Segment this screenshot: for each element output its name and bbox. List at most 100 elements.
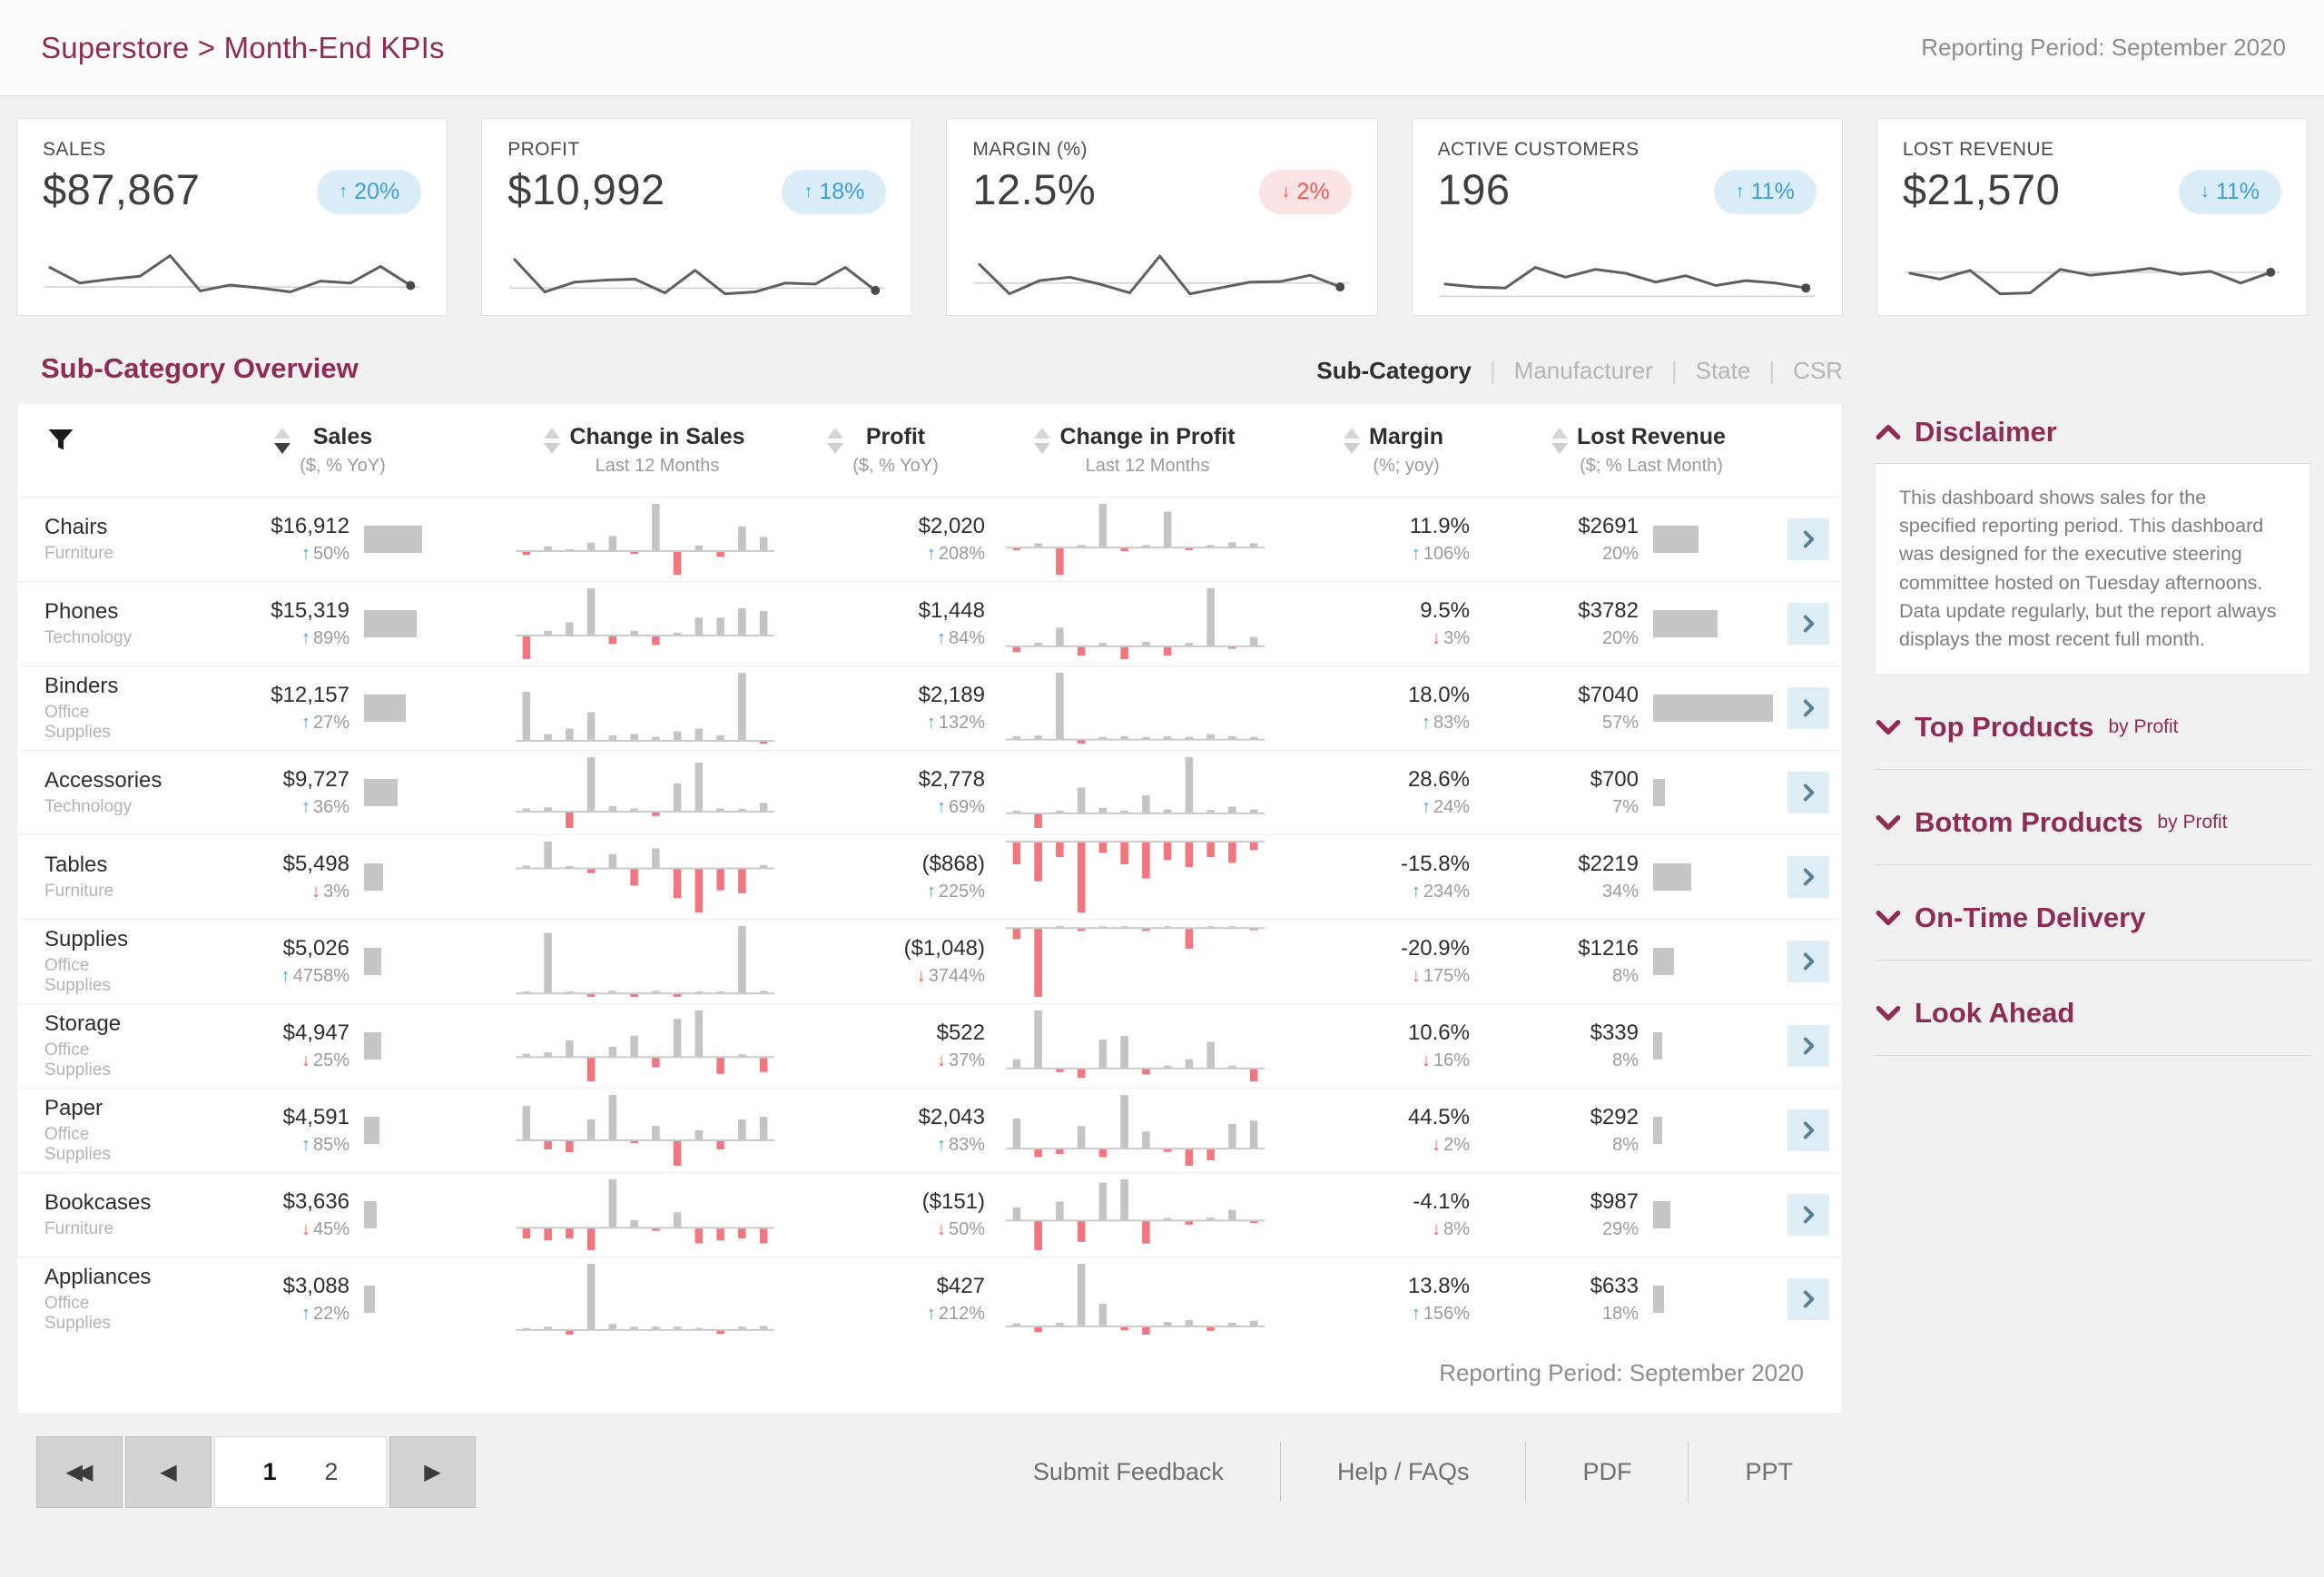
tab-separator: |: [1489, 357, 1496, 384]
chevron-down-icon: [1876, 719, 1901, 735]
profit-yoy-pct: 208%: [938, 544, 985, 564]
footer-link-help-faqs[interactable]: Help / FAQs: [1336, 1457, 1470, 1485]
row-detail-button[interactable]: [1787, 603, 1829, 645]
row-detail-button[interactable]: [1787, 1109, 1829, 1151]
sales-value: $15,319: [271, 598, 350, 623]
category-name: Furniture: [44, 1219, 114, 1238]
kpi-change-value: 20%: [354, 179, 400, 204]
profit-trend-arrow-icon: ↑: [926, 882, 936, 902]
kpi-sparkline: [509, 258, 885, 296]
column-header-margin[interactable]: Margin (%; yoy): [1285, 424, 1502, 497]
chevron-right-icon: [1803, 530, 1815, 548]
footer-link-submit-feedback[interactable]: Submit Feedback: [1032, 1457, 1224, 1485]
kpi-card: SALES $87,867 ↑ 20%: [16, 118, 448, 316]
lost-revenue-pct: 20%: [1601, 544, 1639, 564]
filter-icon[interactable]: [44, 424, 77, 457]
row-detail-button[interactable]: [1787, 941, 1829, 982]
row-detail-button[interactable]: [1787, 1025, 1829, 1067]
tab-state[interactable]: State: [1695, 357, 1751, 384]
profit-change-chart: [1005, 1010, 1265, 1081]
sales-change-chart: [515, 757, 774, 828]
column-header-lost-revenue[interactable]: Lost Revenue ($; % Last Month): [1502, 424, 1775, 497]
row-detail-button[interactable]: [1787, 687, 1829, 729]
tab-manufacturer[interactable]: Manufacturer: [1513, 357, 1653, 384]
sidebar-sections: Top Products by Profit Bottom Products b…: [1875, 675, 2310, 1057]
pagination-first-button[interactable]: ◀◀: [36, 1435, 123, 1508]
sales-yoy-pct: 36%: [312, 797, 350, 817]
kpi-change-value: 11%: [2215, 179, 2260, 204]
margin-yoy-pct: 16%: [1433, 1050, 1470, 1070]
sidebar-section-on-time-delivery[interactable]: On-Time Delivery: [1875, 902, 2310, 934]
column-subtitle: ($; % Last Month): [1580, 456, 1723, 476]
sales-change-chart: [515, 842, 774, 912]
column-subtitle: (%; yoy): [1373, 456, 1440, 476]
pagination-page-1[interactable]: 1: [262, 1457, 277, 1485]
pagination-next-button[interactable]: ▶: [389, 1435, 476, 1508]
tab-csr[interactable]: CSR: [1793, 357, 1843, 384]
column-header-profit[interactable]: Profit ($, % YoY): [781, 424, 985, 497]
tab-sub-category[interactable]: Sub-Category: [1316, 357, 1472, 384]
disclaimer-header[interactable]: Disclaimer: [1875, 416, 2310, 448]
pagination-prev-button[interactable]: ◀: [125, 1435, 212, 1508]
margin-trend-arrow-icon: ↓: [1411, 966, 1421, 986]
subcategory-name: Tables: [44, 853, 108, 877]
lost-revenue-value: $3782: [1578, 598, 1639, 623]
divider: [1875, 463, 2310, 464]
lost-revenue-bar: [1653, 1117, 1662, 1144]
sort-arrows-icon[interactable]: [544, 428, 561, 454]
profit-value: ($1,048): [903, 936, 985, 961]
column-header-sales[interactable]: Sales ($, % YoY): [152, 424, 508, 497]
reporting-period: Reporting Period: September 2020: [1921, 34, 2286, 61]
sidebar-section-top-products[interactable]: Top Products by Profit: [1875, 711, 2310, 744]
sales-trend-arrow-icon: ↑: [300, 628, 310, 648]
category-name: Technology: [44, 797, 133, 816]
table-row: Appliances Office Supplies $3,088 ↑ 22% $…: [17, 1257, 1842, 1341]
row-detail-button[interactable]: [1787, 518, 1829, 560]
sort-arrows-icon[interactable]: [1344, 428, 1361, 454]
prev-page-icon: ◀: [160, 1459, 177, 1484]
sales-yoy-pct: 3%: [323, 882, 350, 902]
margin-value: -4.1%: [1413, 1189, 1470, 1214]
kpi-change-value: 18%: [819, 179, 865, 204]
row-detail-button[interactable]: [1787, 772, 1829, 813]
profit-change-chart: [1005, 673, 1265, 744]
category-name: Office Supplies: [44, 703, 111, 742]
sort-arrows-icon[interactable]: [274, 428, 291, 454]
sales-trend-arrow-icon: ↑: [300, 797, 310, 817]
sales-trend-arrow-icon: ↓: [300, 1050, 310, 1070]
margin-yoy-pct: 234%: [1423, 882, 1470, 902]
sort-arrows-icon[interactable]: [1551, 428, 1569, 454]
divider: [1875, 864, 2310, 866]
sort-arrows-icon[interactable]: [1034, 428, 1051, 454]
row-detail-button[interactable]: [1787, 1194, 1829, 1236]
kpi-card: LOST REVENUE $21,570 ↓ 11%: [1876, 118, 2309, 316]
pagination-page-2[interactable]: 2: [324, 1457, 339, 1485]
kpi-card: PROFIT $10,992 ↑ 18%: [481, 118, 913, 316]
divider: [1875, 960, 2310, 961]
profit-yoy-pct: 3744%: [928, 966, 985, 986]
column-header-change-in-sales[interactable]: Change in Sales Last 12 Months: [508, 424, 781, 497]
first-page-icon: ◀◀: [65, 1459, 94, 1484]
profit-change-chart: [1005, 504, 1265, 575]
table-row: Accessories Technology $9,727 ↑ 36% $2,77…: [17, 750, 1842, 834]
sidebar-section-look-ahead[interactable]: Look Ahead: [1875, 997, 2310, 1030]
footer-link-pdf[interactable]: PDF: [1582, 1457, 1632, 1485]
kpi-change-badge: ↓ 2%: [1259, 170, 1352, 214]
sales-value: $5,026: [282, 936, 350, 961]
table-row: Paper Office Supplies $4,591 ↑ 85% $2,043…: [17, 1088, 1842, 1172]
profit-value: $427: [936, 1274, 985, 1298]
footer-link-ppt[interactable]: PPT: [1745, 1457, 1793, 1485]
row-detail-button[interactable]: [1787, 1278, 1829, 1320]
column-header-change-in-profit[interactable]: Change in Profit Last 12 Months: [985, 424, 1285, 497]
profit-value: $1,448: [918, 598, 985, 623]
column-subtitle: Last 12 Months: [595, 456, 720, 476]
sort-arrows-icon[interactable]: [827, 428, 844, 454]
category-name: Office Supplies: [44, 1125, 111, 1164]
sidebar-section-bottom-products[interactable]: Bottom Products by Profit: [1875, 806, 2310, 839]
subcategory-name: Appliances: [44, 1265, 152, 1289]
column-title: Change in Sales: [569, 424, 745, 449]
row-detail-button[interactable]: [1787, 856, 1829, 898]
profit-yoy-pct: 50%: [948, 1219, 985, 1239]
margin-value: 11.9%: [1409, 514, 1470, 538]
category-name: Office Supplies: [44, 956, 111, 995]
